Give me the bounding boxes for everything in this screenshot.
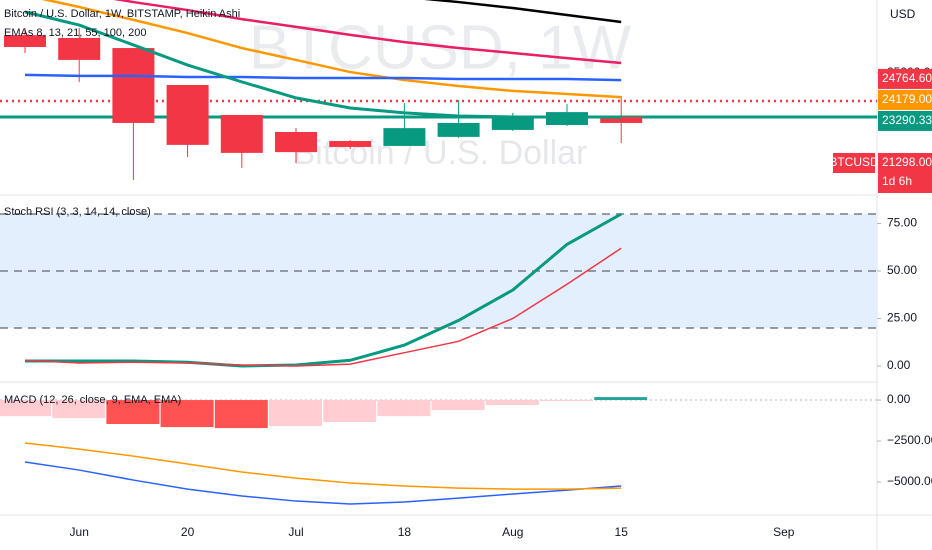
candle-body	[546, 112, 588, 126]
candle-body	[58, 37, 101, 60]
watermark: BTCUSD, 1W	[249, 13, 632, 82]
candle-body	[600, 117, 643, 123]
countdown: 1d 6h	[882, 174, 912, 188]
y-tick-label: −2500.00	[887, 433, 932, 447]
indicator-line	[41, 0, 622, 99]
candle-body	[491, 117, 534, 130]
x-tick-label: 18	[398, 525, 412, 539]
histogram-bar	[106, 400, 160, 424]
y-tick-label: 25.00	[887, 311, 917, 325]
price-label: 23290.33	[882, 113, 932, 127]
candle-body	[383, 128, 426, 146]
price-label-bg	[878, 89, 932, 110]
y-tick-label: 0.00	[887, 392, 911, 406]
indicator-line	[24, 461, 622, 505]
x-tick-label: Jun	[70, 525, 89, 539]
indicator-title: Stoch RSI (3, 3, 14, 14, close)	[4, 206, 151, 218]
indicator-line	[24, 10, 622, 119]
histogram-bar	[431, 400, 485, 411]
indicator-line	[24, 73, 622, 82]
price-label-bg	[878, 110, 932, 131]
histogram-bar	[269, 400, 322, 427]
y-tick-label: −5000.00	[887, 474, 932, 488]
indicator-line	[113, 0, 622, 65]
histogram-bar	[323, 400, 377, 423]
price-label: 24764.60	[882, 71, 932, 85]
histogram-bar	[214, 400, 268, 429]
indicator-line	[25, 212, 622, 368]
watermark-subtitle: Bitcoin / U.S. Dollar	[293, 134, 588, 172]
x-tick-label: Jul	[288, 525, 303, 539]
x-tick-label: Aug	[502, 525, 523, 539]
y-tick-label: 0.00	[887, 358, 911, 372]
candle-body	[329, 141, 372, 147]
candle-body	[112, 48, 155, 123]
y-axis-label: USD	[890, 7, 916, 21]
indicator-title: EMAs 8, 13, 21, 55, 100, 200	[4, 27, 146, 39]
y-tick-label: 75.00	[887, 216, 917, 230]
candle-body	[4, 35, 46, 48]
histogram-bar	[52, 400, 106, 419]
last-price-bg	[878, 153, 932, 193]
indicator-line	[423, 0, 622, 24]
histogram-bar	[594, 397, 648, 401]
x-tick-label: Sep	[773, 525, 795, 539]
last-price-label: 21298.00	[882, 155, 932, 169]
indicator-line	[24, 442, 622, 490]
histogram-bar	[0, 400, 51, 417]
candle-body	[220, 114, 263, 153]
histogram-bar	[377, 400, 431, 417]
y-tick-label: 50.00	[887, 263, 917, 277]
histogram-bar	[485, 400, 539, 405]
price-label: 24179.00	[882, 92, 932, 106]
price-label-bg	[878, 68, 932, 89]
symbol-tag-bg	[833, 153, 875, 173]
indicator-line	[24, 247, 622, 367]
symbol-tag: BTCUSD	[829, 155, 879, 169]
x-tick-label: 15	[615, 525, 629, 539]
x-tick-label: 20	[181, 525, 195, 539]
histogram-bar	[540, 400, 593, 402]
chart-title: Bitcoin / U.S. Dollar, 1W, BITSTAMP, Hei…	[4, 8, 240, 20]
indicator-title: MACD (12, 26, close, 9, EMA, EMA)	[4, 394, 181, 406]
candle-body	[437, 122, 480, 137]
candle-body	[275, 131, 317, 153]
histogram-bar	[160, 400, 214, 428]
candle-body	[166, 84, 209, 145]
